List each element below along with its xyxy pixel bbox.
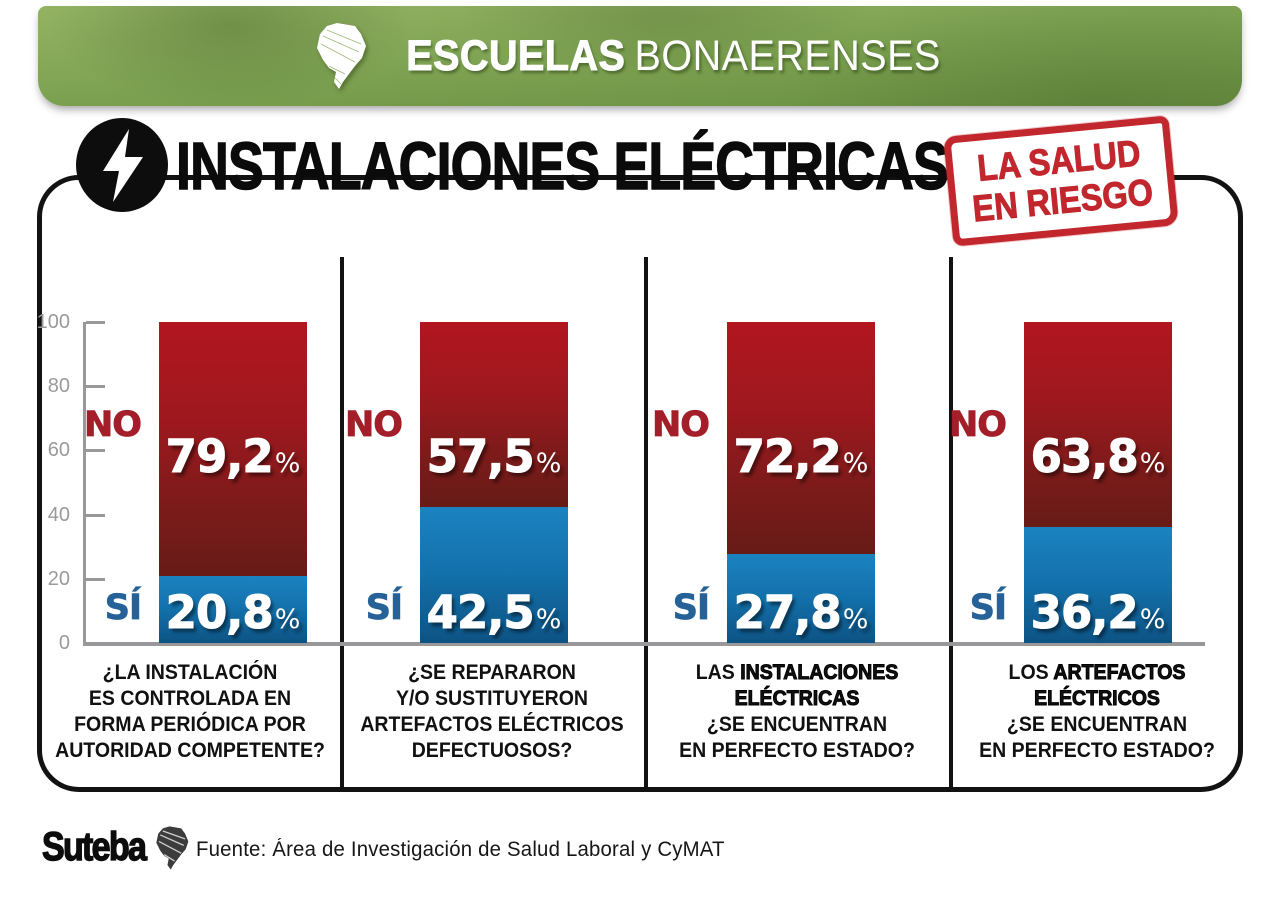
y-axis	[83, 322, 86, 644]
question-label: LOS ARTEFACTOS ELÉCTRICOS ¿SE ENCUENTRAN EN…	[958, 660, 1237, 764]
si-value: 42,5%	[426, 586, 562, 640]
question-label: ¿LA INSTALACIÓN ES CONTROLADA EN FORMA PER…	[51, 660, 330, 764]
bar-si-segment	[1024, 526, 1172, 643]
y-axis-tick	[86, 321, 105, 324]
question-line: EN PERFECTO ESTADO?	[979, 739, 1215, 762]
banner-title: ESCUELAS BONAERENSES	[406, 31, 942, 81]
column-divider	[949, 257, 953, 790]
question-line: LOS ARTEFACTOS	[1008, 661, 1186, 685]
suteba-logo: Suteba	[41, 818, 189, 877]
no-value: 72,2%	[733, 430, 869, 484]
no-label: NO	[948, 405, 1008, 446]
no-label: NO	[344, 405, 404, 446]
si-label: SÍ	[969, 588, 1007, 629]
question-line: Y/O SUSTITUYERON	[395, 687, 589, 710]
si-value: 27,8%	[733, 586, 869, 640]
source-text: Fuente: Área de Investigación de Salud L…	[196, 838, 725, 861]
si-value: 36,2%	[1030, 586, 1166, 640]
question-line: ¿LA INSTALACIÓN	[102, 661, 278, 684]
bar-si-segment	[420, 506, 568, 643]
page-title: INSTALACIONES ELÉCTRICAS	[175, 128, 949, 205]
bar-no-segment	[420, 322, 568, 507]
question-line: ¿SE ENCUENTRAN	[706, 713, 888, 736]
column-divider	[644, 257, 648, 790]
bar-no-segment	[1024, 322, 1172, 527]
bar-no-segment	[727, 322, 875, 554]
bar-group	[159, 322, 307, 644]
suteba-map-icon	[155, 824, 189, 877]
y-axis-tick	[86, 513, 105, 517]
y-tick-label: 40	[47, 503, 70, 526]
question-label: LAS INSTALACIONES ELÉCTRICAS ¿SE ENCUENTRA…	[658, 660, 937, 764]
no-value: 57,5%	[426, 430, 562, 484]
y-axis-tick	[86, 385, 105, 389]
y-tick-label: 20	[47, 567, 70, 590]
green-banner: ESCUELAS BONAERENSES	[38, 6, 1242, 106]
bar-si-segment	[159, 576, 307, 643]
si-label: SÍ	[104, 588, 142, 629]
column-divider	[340, 257, 344, 790]
no-label: NO	[83, 405, 143, 446]
y-tick-label: 80	[47, 375, 70, 398]
suteba-logo-text: Suteba	[41, 824, 147, 869]
y-tick-label: 60	[47, 439, 70, 462]
question-label: ¿SE REPARARON Y/O SUSTITUYERON ARTEFACTOS …	[353, 660, 632, 764]
bar-si-segment	[727, 553, 875, 643]
si-label: SÍ	[672, 588, 710, 629]
question-line: FORMA PERIÓDICA POR	[74, 713, 306, 736]
no-value: 63,8%	[1030, 430, 1166, 484]
x-baseline	[83, 642, 1205, 646]
question-line: ¿SE ENCUENTRAN	[1006, 713, 1188, 736]
lightning-icon	[75, 117, 169, 213]
si-value: 20,8%	[165, 586, 301, 640]
bar-no-segment	[159, 322, 307, 577]
question-line: ELÉCTRICOS	[1034, 687, 1161, 711]
si-label: SÍ	[365, 588, 403, 629]
no-label: NO	[651, 405, 711, 446]
question-line: ES CONTROLADA EN	[88, 687, 292, 710]
bar-group	[1024, 322, 1172, 644]
y-tick-label: 0	[58, 632, 70, 654]
y-tick-label: 100	[36, 311, 70, 333]
question-line: DEFECTUOSOS?	[411, 739, 573, 762]
question-line: ¿SE REPARARON	[408, 661, 576, 684]
buenos-aires-province-map-icon	[315, 22, 367, 90]
question-line: LAS INSTALACIONES	[695, 661, 899, 685]
question-line: AUTORIDAD COMPETENTE?	[55, 739, 325, 762]
bar-group	[420, 322, 568, 644]
question-line: EN PERFECTO ESTADO?	[679, 739, 915, 762]
question-line: ARTEFACTOS ELÉCTRICOS	[360, 713, 624, 736]
y-axis-tick	[86, 449, 105, 453]
banner-title-bold: ESCUELAS	[406, 31, 626, 80]
risk-stamp: LA SALUD EN RIESGO	[943, 115, 1179, 247]
bar-group	[727, 322, 875, 644]
question-line: ELÉCTRICAS	[734, 687, 860, 711]
banner-title-regular: BONAERENSES	[635, 31, 942, 80]
y-axis-tick	[86, 577, 105, 581]
no-value: 79,2%	[165, 430, 301, 484]
